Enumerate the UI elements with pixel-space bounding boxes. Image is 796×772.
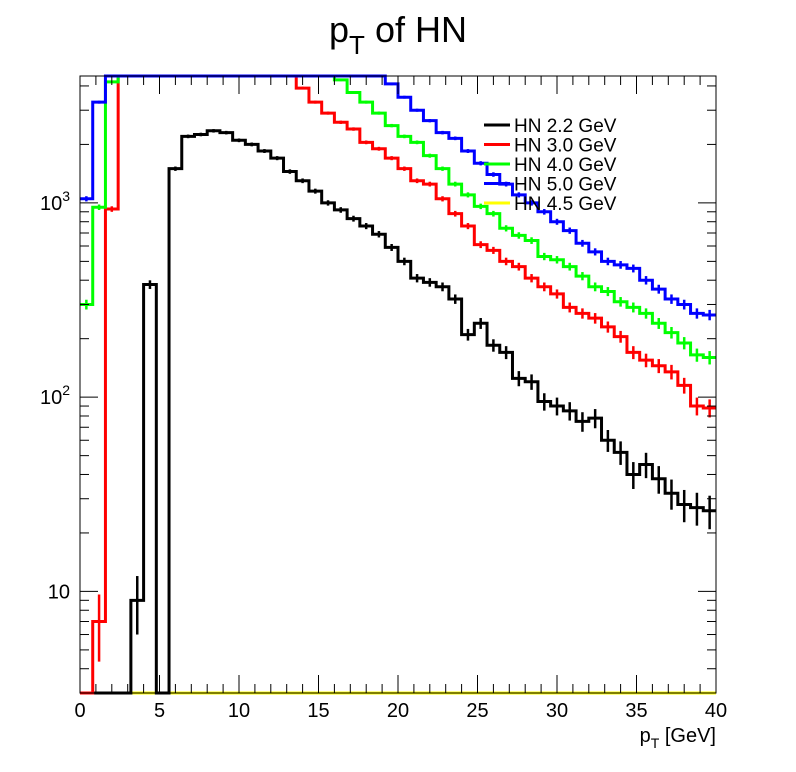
x-tick-label: 35 [625,700,647,722]
x-tick-label: 20 [387,700,409,722]
x-tick-label: 40 [705,700,727,722]
x-tick-label: 15 [307,700,329,722]
legend-label-hn-3-0-gev: HN 3.0 GeV [514,136,617,157]
chart-title-main: p [329,9,349,50]
series-hn-2-2-gev-line [80,129,716,695]
chart-title-subscript: T [349,30,365,60]
y-tick-label: 103 [40,188,70,215]
x-axis-title: pT [GeV] [640,725,716,751]
x-axis-title-subscript: T [651,735,660,751]
x-axis-title-rest: [GeV] [659,725,716,747]
x-tick-label: 10 [228,700,250,722]
legend-label-hn-4-0-gev: HN 4.0 GeV [514,155,617,176]
x-tick-label: 25 [466,700,488,722]
x-tick-label: 5 [154,700,165,722]
axes: 0 5 10 15 20 25 30 35 40 10 102 103 [40,75,727,722]
legend-label-hn-5-0-gev: HN 5.0 GeV [514,175,617,196]
x-tick-label: 0 [74,700,85,722]
x-tick-label: 30 [546,700,568,722]
chart-title-rest: of HN [365,9,467,50]
x-axis-title-main: p [640,725,651,747]
legend-label-hn-4-5-gev: HN 4.5 GeV [514,194,617,215]
y-tick-label: 10 [48,581,70,603]
chart-title: pT of HN [329,9,467,60]
legend-label-hn-2-2-gev: HN 2.2 GeV [514,116,617,137]
y-tick-label: 102 [40,382,70,409]
